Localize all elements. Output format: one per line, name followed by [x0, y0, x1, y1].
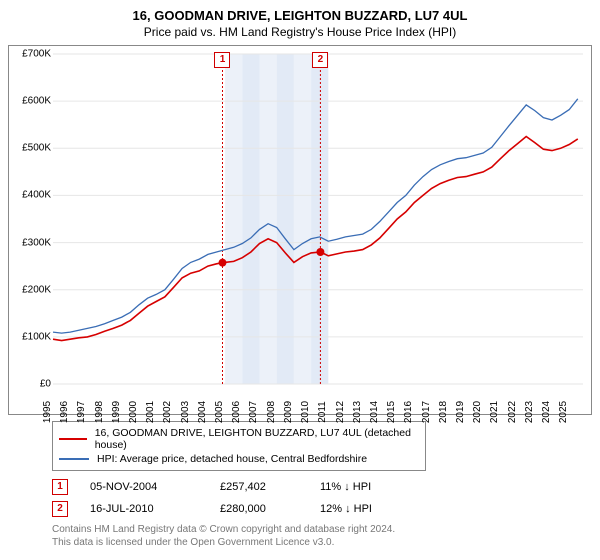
x-axis-label: 2022	[507, 401, 518, 423]
chart-title: 16, GOODMAN DRIVE, LEIGHTON BUZZARD, LU7…	[8, 8, 592, 23]
y-axis-label: £500K	[11, 143, 51, 154]
x-axis-label: 2020	[472, 401, 483, 423]
x-axis-label: 2004	[197, 401, 208, 423]
sale-row: 1 05-NOV-2004£257,40211% ↓ HPI	[52, 479, 592, 495]
y-axis-label: £100K	[11, 331, 51, 342]
x-axis-label: 1998	[94, 401, 105, 423]
x-axis-label: 2023	[524, 401, 535, 423]
x-axis-label: 2018	[438, 401, 449, 423]
legend-label: HPI: Average price, detached house, Cent…	[97, 453, 367, 465]
x-axis-label: 2005	[214, 401, 225, 423]
y-axis-label: £300K	[11, 237, 51, 248]
x-axis-label: 2019	[455, 401, 466, 423]
sale-date: 16-JUL-2010	[90, 503, 220, 515]
x-axis-label: 2012	[335, 401, 346, 423]
sale-price: £257,402	[220, 481, 320, 493]
footer-line-2: This data is licensed under the Open Gov…	[52, 536, 592, 549]
legend-item: HPI: Average price, detached house, Cent…	[59, 452, 419, 466]
legend-color-swatch	[59, 458, 89, 460]
marker-tag-1: 1	[214, 52, 230, 68]
sale-row: 2 16-JUL-2010£280,00012% ↓ HPI	[52, 501, 592, 517]
sale-tag: 1	[52, 479, 68, 495]
x-axis-label: 2011	[317, 401, 328, 423]
x-axis-label: 2021	[489, 401, 500, 423]
x-axis-label: 2008	[266, 401, 277, 423]
x-axis-label: 2003	[180, 401, 191, 423]
x-axis-label: 2000	[128, 401, 139, 423]
x-axis-label: 2017	[421, 401, 432, 423]
chart-area: £0£100K£200K£300K£400K£500K£600K£700K 19…	[8, 45, 592, 415]
x-axis-label: 1999	[111, 401, 122, 423]
y-axis-label: £0	[11, 379, 51, 390]
sale-tag: 2	[52, 501, 68, 517]
x-axis-label: 2015	[386, 401, 397, 423]
x-axis-label: 2025	[558, 401, 569, 423]
x-axis-label: 2016	[403, 401, 414, 423]
legend-item: 16, GOODMAN DRIVE, LEIGHTON BUZZARD, LU7…	[59, 426, 419, 452]
sale-marker	[316, 248, 324, 256]
legend-label: 16, GOODMAN DRIVE, LEIGHTON BUZZARD, LU7…	[95, 427, 419, 451]
y-axis-label: £600K	[11, 96, 51, 107]
sales-table: 1 05-NOV-2004£257,40211% ↓ HPI 2 16-JUL-201…	[52, 479, 592, 517]
sale-date: 05-NOV-2004	[90, 481, 220, 493]
x-axis-label: 2009	[283, 401, 294, 423]
y-axis-label: £700K	[11, 49, 51, 60]
x-axis-label: 1996	[59, 401, 70, 423]
footer-line-1: Contains HM Land Registry data © Crown c…	[52, 523, 592, 536]
footer: Contains HM Land Registry data © Crown c…	[52, 523, 592, 549]
x-axis-label: 2006	[231, 401, 242, 423]
x-axis-label: 2014	[369, 401, 380, 423]
chart-subtitle: Price paid vs. HM Land Registry's House …	[8, 25, 592, 39]
chart-svg	[53, 54, 583, 384]
x-axis-label: 2007	[248, 401, 259, 423]
x-axis-label: 1997	[76, 401, 87, 423]
x-axis-label: 1995	[42, 401, 53, 423]
y-axis-label: £400K	[11, 190, 51, 201]
x-axis-label: 2013	[352, 401, 363, 423]
x-axis-label: 2010	[300, 401, 311, 423]
sale-marker	[218, 259, 226, 267]
x-axis-label: 2002	[162, 401, 173, 423]
sale-delta: 11% ↓ HPI	[320, 481, 420, 493]
x-axis-label: 2001	[145, 401, 156, 423]
legend-color-swatch	[59, 438, 87, 440]
marker-tag-2: 2	[312, 52, 328, 68]
y-axis-label: £200K	[11, 284, 51, 295]
sale-delta: 12% ↓ HPI	[320, 503, 420, 515]
sale-price: £280,000	[220, 503, 320, 515]
x-axis-label: 2024	[541, 401, 552, 423]
legend-box: 16, GOODMAN DRIVE, LEIGHTON BUZZARD, LU7…	[52, 421, 426, 471]
